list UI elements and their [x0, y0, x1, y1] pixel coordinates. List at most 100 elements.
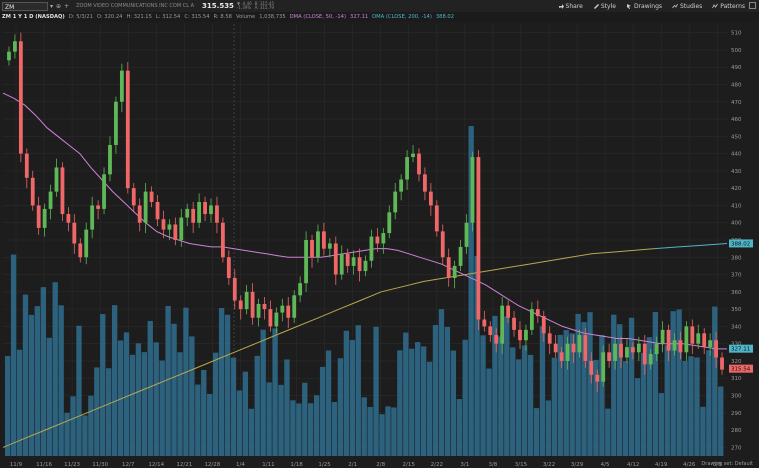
volume-bar: [284, 359, 290, 456]
symbol-link-icon[interactable]: ⊕: [56, 2, 62, 10]
ma50-label[interactable]: DMA (CLOSE, 50, -14): [289, 14, 347, 20]
volume-bar: [617, 324, 623, 456]
volume-bar: [224, 314, 231, 456]
price-tag-box: [729, 344, 753, 353]
candle-body: [625, 347, 629, 358]
ma200-value: 388.02: [435, 14, 454, 20]
candle-body: [678, 340, 683, 353]
chart-settings-label[interactable]: ZM 1 Y 1 D (NASDAQ): [2, 14, 65, 20]
volume-bar: [605, 408, 611, 456]
price-tag-box: [729, 364, 753, 373]
candle-body: [250, 291, 255, 318]
x-tick-label: 2/22: [431, 462, 443, 468]
candle-body: [553, 343, 558, 353]
maximize-icon[interactable]: [749, 2, 756, 9]
candle-body: [589, 360, 594, 375]
x-tick-label: 1/18: [290, 462, 303, 468]
volume-bar: [409, 348, 415, 456]
candle-body: [423, 174, 427, 192]
volume-bar: [676, 309, 682, 456]
volume-bar: [117, 340, 124, 456]
candle-body: [84, 229, 89, 258]
volume-bar: [628, 317, 635, 456]
y-tick-label: 370: [731, 273, 742, 279]
volume-bar: [165, 306, 171, 456]
style-label: Style: [600, 2, 616, 10]
volume-bar: [260, 329, 266, 456]
volume-bar: [403, 332, 409, 456]
volume-bar: [444, 326, 451, 456]
y-tick-label: 450: [731, 134, 742, 140]
candle-body: [642, 343, 647, 365]
volume-bar: [94, 367, 100, 456]
x-tick-label: 4/19: [655, 462, 668, 468]
share-button[interactable]: Share: [558, 3, 583, 10]
symbol-dropdown-icon[interactable]: ▾: [50, 2, 54, 10]
candle-body: [464, 222, 469, 247]
volume-bar: [527, 354, 534, 456]
volume-bar: [718, 386, 724, 456]
candle-body: [143, 191, 148, 223]
volume-bar: [290, 400, 296, 456]
y-tick-label: 440: [731, 152, 742, 158]
ma50-value: 327.11: [350, 14, 369, 20]
candle-body: [155, 201, 160, 220]
x-tick-label: 11/23: [64, 462, 80, 468]
style-button[interactable]: Style: [593, 3, 616, 10]
bar-range: R: 8.58: [213, 14, 232, 20]
candle-body: [529, 309, 534, 330]
volume-bars: [5, 126, 724, 456]
candle-body: [684, 326, 689, 353]
volume-bar: [652, 312, 659, 456]
price-chart[interactable]: 5105004904804704604504404304204104003903…: [0, 22, 759, 468]
candle-body: [24, 153, 29, 178]
candle-body: [102, 174, 106, 209]
share-icon: [558, 4, 564, 9]
studies-label: Studies: [680, 2, 703, 10]
y-tick-label: 400: [731, 221, 742, 227]
chart-tools: Share Style Drawings Studies Patterns: [548, 0, 745, 12]
candle-body: [446, 257, 451, 279]
candle-body: [286, 305, 291, 318]
y-tick-label: 460: [731, 117, 742, 123]
candle-body: [36, 205, 41, 228]
volume-bar: [480, 335, 486, 456]
candle-body: [274, 312, 279, 327]
grid: [3, 24, 727, 456]
ma200-recent-line: [654, 243, 728, 250]
candle-body: [666, 329, 671, 351]
candle-body: [547, 333, 552, 344]
candle-body: [351, 257, 356, 266]
y-tick-label: 280: [731, 428, 742, 434]
candle-body: [256, 303, 261, 318]
ma200-label[interactable]: DMA (CLOSE, 200, -14): [372, 14, 432, 20]
symbol-input[interactable]: ZM: [2, 1, 48, 11]
candle-body: [226, 257, 231, 279]
studies-button[interactable]: Studies: [672, 3, 702, 10]
volume-bar: [504, 316, 510, 456]
candle-body: [506, 305, 511, 318]
patterns-icon: [712, 3, 719, 9]
volume-bar: [682, 360, 688, 456]
candle-body: [72, 222, 77, 244]
volume-bar: [557, 334, 563, 456]
candle-body: [131, 188, 136, 206]
volume-bar: [64, 412, 70, 456]
drawings-button[interactable]: Drawings: [626, 3, 662, 10]
volume-bar: [545, 400, 552, 456]
patterns-button[interactable]: Patterns: [712, 3, 745, 10]
candle-body: [601, 352, 606, 382]
volume-bar: [426, 361, 433, 456]
volume-bar: [76, 325, 82, 456]
candle-body: [316, 231, 320, 258]
volume-bar: [373, 326, 379, 456]
volume-bar: [254, 355, 260, 456]
volume-bar: [622, 361, 629, 456]
symbol-add-icon[interactable]: +: [64, 2, 70, 10]
candle-body: [114, 101, 118, 145]
volume-bar: [302, 382, 308, 456]
volume-bar: [343, 330, 350, 456]
candle-body: [393, 191, 398, 213]
candle-body: [494, 335, 499, 344]
candle-body: [322, 231, 326, 249]
